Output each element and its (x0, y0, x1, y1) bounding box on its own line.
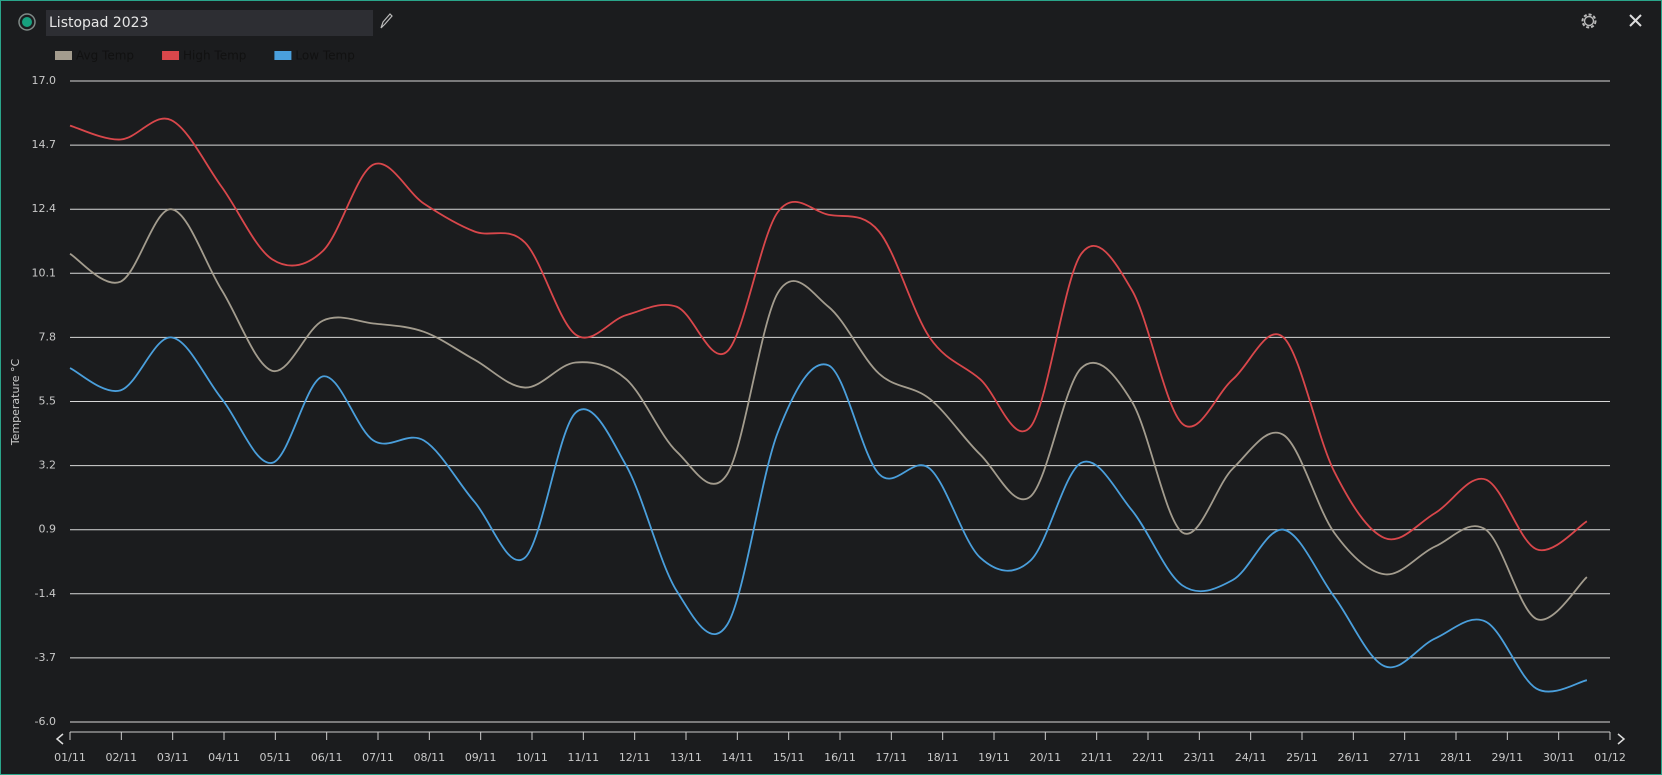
y-tick-label: 17.0 (32, 74, 57, 87)
y-axis-label: Temperature °C (9, 359, 22, 447)
status-ring[interactable] (18, 13, 36, 31)
title-input[interactable] (46, 10, 373, 36)
x-tick-label: 29/11 (1491, 751, 1523, 764)
legend-item[interactable]: High Temp (162, 49, 246, 63)
y-tick-label: -3.7 (35, 651, 56, 664)
x-tick-label: 11/11 (567, 751, 599, 764)
x-tick-label: 26/11 (1337, 751, 1369, 764)
legend-label: Low Temp (295, 49, 354, 63)
x-tick-label: 23/11 (1183, 751, 1215, 764)
x-tick-label: 24/11 (1235, 751, 1267, 764)
x-tick-label: 07/11 (362, 751, 394, 764)
x-tick-label: 10/11 (516, 751, 548, 764)
x-tick-label: 12/11 (619, 751, 651, 764)
close-icon[interactable] (1629, 14, 1642, 27)
legend-item[interactable]: Avg Temp (55, 49, 134, 63)
x-tick-label: 19/11 (978, 751, 1010, 764)
x-tick-label: 09/11 (465, 751, 497, 764)
legend-label: Avg Temp (76, 49, 134, 63)
y-tick-label: 0.9 (39, 523, 57, 536)
x-tick-label: 18/11 (927, 751, 959, 764)
legend-label: High Temp (183, 49, 246, 63)
x-tick-label: 28/11 (1440, 751, 1472, 764)
y-tick-label: 10.1 (32, 266, 57, 279)
x-tick-label: 14/11 (721, 751, 753, 764)
prev-arrow[interactable] (55, 733, 64, 745)
x-tick-label: 25/11 (1286, 751, 1318, 764)
y-tick-label: -6.0 (35, 715, 56, 728)
x-tick-label: 30/11 (1543, 751, 1575, 764)
settings-icon[interactable] (1581, 13, 1597, 29)
next-arrow[interactable] (1617, 733, 1626, 745)
status-dot (22, 17, 32, 27)
x-tick-label: 02/11 (105, 751, 137, 764)
x-tick-label: 13/11 (670, 751, 702, 764)
window-title: Listopad 2023 (49, 15, 148, 31)
x-tick-label: 01/12 (1594, 751, 1626, 764)
x-tick-label: 17/11 (875, 751, 907, 764)
y-tick-label: -1.4 (35, 587, 56, 600)
x-tick-label: 21/11 (1081, 751, 1113, 764)
y-tick-label: 12.4 (32, 202, 57, 215)
legend-swatch (162, 51, 180, 60)
line-series (69, 208, 1588, 621)
x-tick-label: 16/11 (824, 751, 856, 764)
x-tick-label: 04/11 (208, 751, 240, 764)
x-tick-label: 01/11 (54, 751, 86, 764)
gear-teeth (1581, 13, 1597, 29)
x-tick-label: 06/11 (311, 751, 343, 764)
y-tick-label: 3.2 (39, 459, 57, 472)
x-tick-label: 08/11 (413, 751, 445, 764)
line-series (69, 336, 1588, 693)
x-tick-label: 20/11 (1029, 751, 1061, 764)
x-tick-label: 15/11 (773, 751, 805, 764)
legend-swatch (274, 51, 292, 60)
y-tick-label: 14.7 (32, 138, 57, 151)
x-tick-label: 05/11 (259, 751, 291, 764)
x-tick-label: 27/11 (1389, 751, 1421, 764)
edit-icon[interactable] (380, 13, 393, 29)
legend-item[interactable]: Low Temp (274, 49, 355, 63)
gear-body (1583, 15, 1595, 27)
x-tick-label: 03/11 (157, 751, 189, 764)
legend-swatch (55, 51, 72, 60)
line-series (69, 117, 1588, 552)
y-tick-label: 5.5 (39, 395, 57, 408)
y-tick-label: 7.8 (39, 330, 57, 343)
x-tick-label: 22/11 (1132, 751, 1164, 764)
